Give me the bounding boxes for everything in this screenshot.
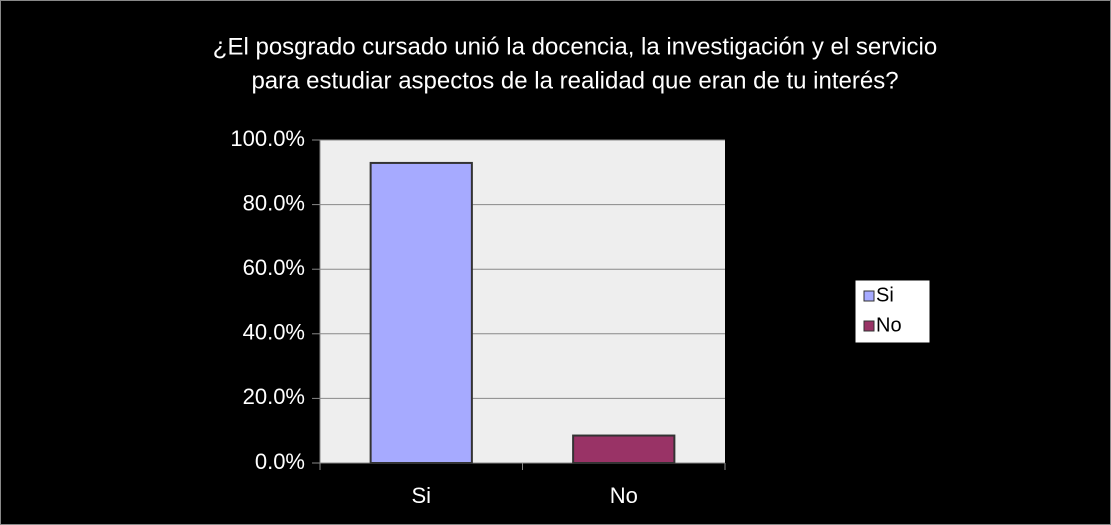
chart-title: ¿El posgrado cursado unió la docencia, l… bbox=[213, 33, 937, 60]
legend-swatch bbox=[863, 290, 875, 302]
chart-title: para estudiar aspectos de la realidad qu… bbox=[251, 67, 898, 94]
y-tick-label: 0.0% bbox=[255, 449, 305, 474]
legend-swatch bbox=[863, 320, 875, 332]
y-tick-label: 60.0% bbox=[243, 255, 305, 280]
y-tick-label: 20.0% bbox=[243, 384, 305, 409]
bar bbox=[572, 434, 676, 465]
legend-label: Si bbox=[876, 284, 894, 306]
y-tick-label: 80.0% bbox=[243, 190, 305, 215]
y-tick-label: 40.0% bbox=[243, 320, 305, 345]
bar bbox=[369, 161, 473, 464]
x-tick-label: Si bbox=[411, 483, 431, 508]
legend-label: No bbox=[876, 314, 902, 336]
x-tick-label: No bbox=[610, 483, 638, 508]
y-tick-label: 100.0% bbox=[230, 126, 305, 151]
